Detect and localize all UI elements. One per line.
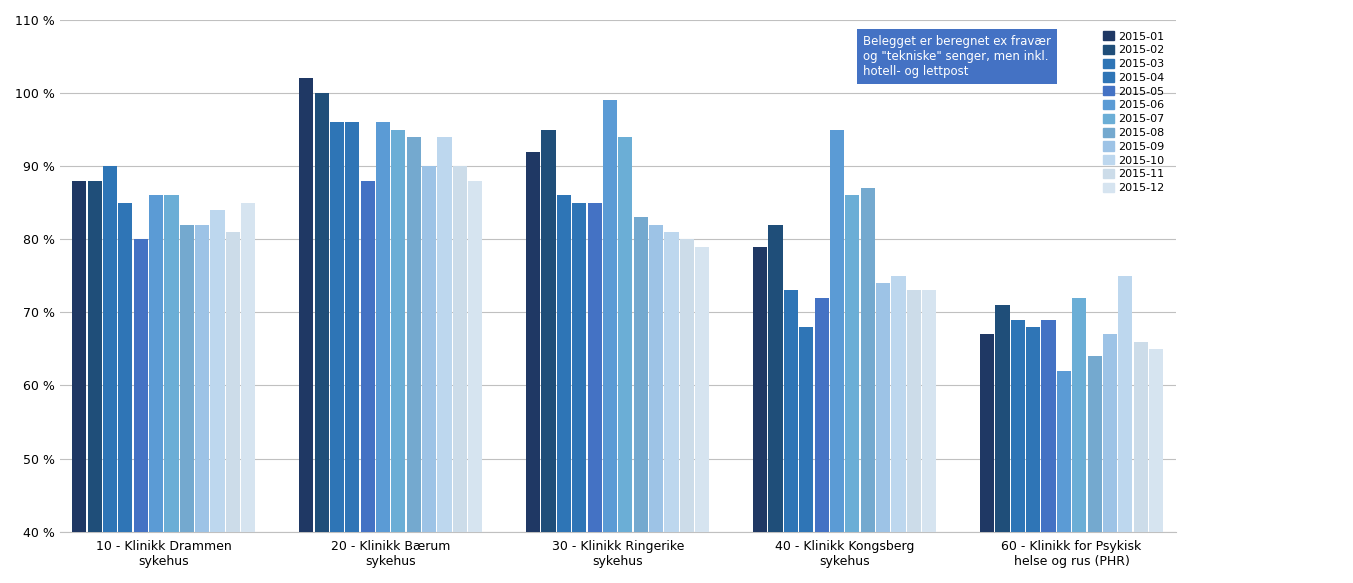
Bar — [134, 239, 147, 583]
Bar — [1026, 327, 1040, 583]
Bar — [633, 217, 648, 583]
Text: Belegget er beregnet ex fravær
og "tekniske" senger, men inkl.
hotell- og lettpo: Belegget er beregnet ex fravær og "tekni… — [863, 36, 1051, 78]
Bar — [1057, 371, 1072, 583]
Bar — [1119, 276, 1132, 583]
Bar — [195, 224, 210, 583]
Bar — [861, 188, 875, 583]
Bar — [907, 290, 921, 583]
Bar — [1072, 298, 1086, 583]
Bar — [664, 232, 679, 583]
Bar — [1103, 334, 1118, 583]
Bar — [846, 195, 859, 583]
Bar — [695, 247, 709, 583]
Bar — [118, 203, 133, 583]
Bar — [754, 247, 767, 583]
Legend: 2015-01, 2015-02, 2015-03, 2015-04, 2015-05, 2015-06, 2015-07, 2015-08, 2015-09,: 2015-01, 2015-02, 2015-03, 2015-04, 2015… — [1097, 26, 1170, 199]
Bar — [679, 239, 694, 583]
Bar — [299, 79, 314, 583]
Bar — [1088, 356, 1101, 583]
Bar — [587, 203, 602, 583]
Bar — [376, 122, 390, 583]
Bar — [923, 290, 936, 583]
Bar — [361, 181, 375, 583]
Bar — [996, 305, 1009, 583]
Bar — [468, 181, 482, 583]
Bar — [1134, 342, 1147, 583]
Bar — [572, 203, 586, 583]
Bar — [241, 203, 256, 583]
Bar — [407, 137, 421, 583]
Bar — [437, 137, 452, 583]
Bar — [526, 152, 540, 583]
Bar — [330, 122, 344, 583]
Bar — [603, 100, 617, 583]
Bar — [453, 166, 467, 583]
Bar — [892, 276, 905, 583]
Bar — [649, 224, 663, 583]
Bar — [618, 137, 632, 583]
Bar — [103, 166, 118, 583]
Bar — [541, 129, 556, 583]
Bar — [226, 232, 239, 583]
Bar — [72, 181, 87, 583]
Bar — [1011, 319, 1026, 583]
Bar — [769, 224, 782, 583]
Bar — [345, 122, 360, 583]
Bar — [180, 224, 193, 583]
Bar — [1149, 349, 1164, 583]
Bar — [875, 283, 890, 583]
Bar — [800, 327, 813, 583]
Bar — [164, 195, 179, 583]
Bar — [149, 195, 164, 583]
Bar — [980, 334, 994, 583]
Bar — [557, 195, 571, 583]
Bar — [815, 298, 828, 583]
Bar — [314, 93, 329, 583]
Bar — [829, 129, 844, 583]
Bar — [422, 166, 436, 583]
Bar — [88, 181, 101, 583]
Bar — [783, 290, 798, 583]
Bar — [211, 210, 225, 583]
Bar — [391, 129, 406, 583]
Bar — [1042, 319, 1055, 583]
